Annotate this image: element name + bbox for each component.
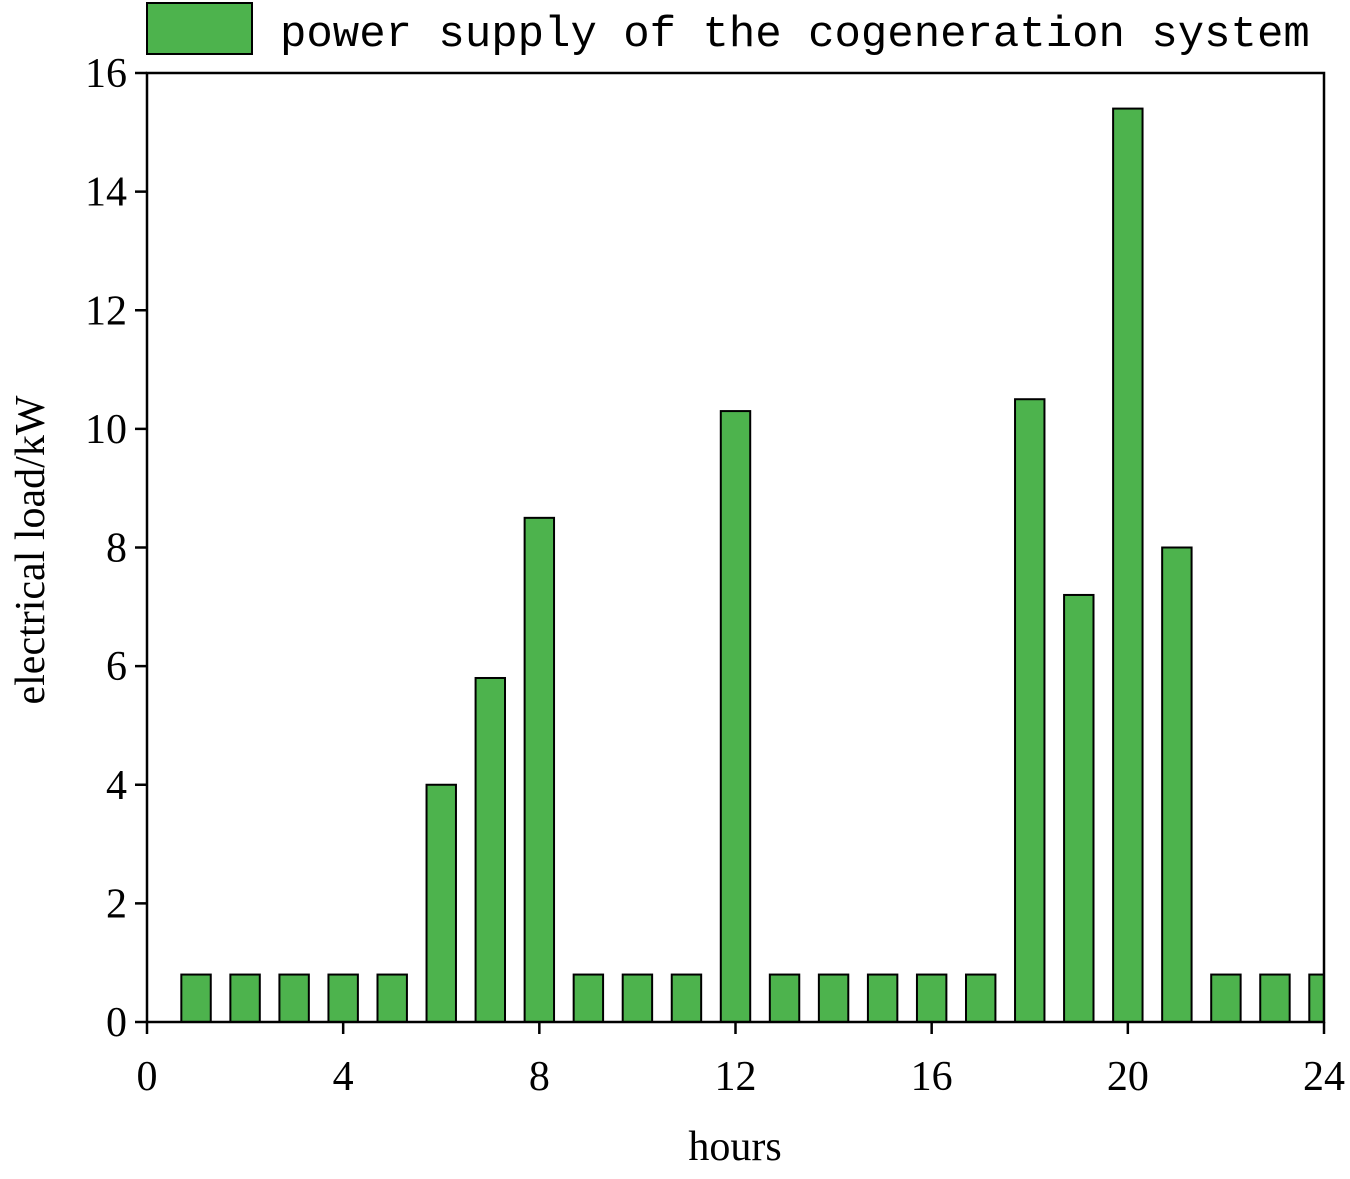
x-tick-label: 12 bbox=[715, 1054, 757, 1100]
legend-label: power supply of the cogeneration system bbox=[280, 10, 1310, 60]
bar bbox=[915, 973, 948, 1022]
bar bbox=[1161, 546, 1193, 1022]
bar bbox=[474, 676, 507, 1022]
bar bbox=[1112, 107, 1144, 1022]
y-tick-label: 2 bbox=[106, 881, 127, 927]
bar bbox=[229, 973, 261, 1022]
y-tick-label: 6 bbox=[106, 644, 127, 690]
x-tick-label: 16 bbox=[911, 1054, 953, 1100]
bar bbox=[1014, 398, 1046, 1022]
bar bbox=[425, 783, 457, 1022]
legend-swatch bbox=[146, 2, 253, 55]
bar bbox=[523, 516, 556, 1022]
bar bbox=[670, 973, 703, 1022]
bar bbox=[278, 973, 310, 1022]
bar bbox=[1210, 973, 1242, 1022]
bar bbox=[866, 973, 899, 1022]
bar bbox=[1259, 973, 1291, 1022]
bar bbox=[572, 973, 605, 1022]
y-tick-label: 4 bbox=[106, 763, 127, 809]
x-axis-label: hours bbox=[688, 1124, 781, 1170]
bar bbox=[719, 410, 752, 1022]
bar bbox=[1063, 593, 1095, 1022]
bars bbox=[180, 107, 1324, 1022]
bar bbox=[817, 973, 850, 1022]
bar bbox=[180, 973, 212, 1022]
bar bbox=[376, 973, 408, 1022]
y-tick-label: 16 bbox=[85, 51, 127, 97]
bar bbox=[327, 973, 359, 1022]
y-tick-label: 8 bbox=[106, 526, 127, 572]
y-tick-label: 10 bbox=[85, 407, 127, 453]
bar bbox=[621, 973, 654, 1022]
bar bbox=[768, 973, 801, 1022]
y-tick-label: 0 bbox=[106, 1000, 127, 1046]
x-tick-label: 0 bbox=[137, 1054, 158, 1100]
x-tick-label: 4 bbox=[333, 1054, 354, 1100]
x-tick-label: 8 bbox=[529, 1054, 550, 1100]
x-tick-label: 20 bbox=[1107, 1054, 1149, 1100]
y-tick-label: 14 bbox=[85, 170, 127, 216]
x-tick-label: 24 bbox=[1303, 1054, 1345, 1100]
y-axis-label: electrical load/kW bbox=[8, 395, 54, 704]
y-tick-label: 12 bbox=[85, 288, 127, 334]
bar bbox=[964, 973, 997, 1022]
